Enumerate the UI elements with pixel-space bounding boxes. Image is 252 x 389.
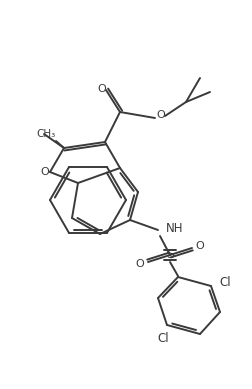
- Text: CH₃: CH₃: [36, 129, 55, 139]
- Text: O: O: [135, 259, 144, 269]
- Text: O: O: [195, 241, 204, 251]
- Text: Cl: Cl: [218, 275, 230, 289]
- Text: O: O: [41, 167, 49, 177]
- Text: O: O: [97, 84, 106, 94]
- Text: S: S: [165, 249, 173, 261]
- Text: O: O: [156, 110, 165, 120]
- Text: NH: NH: [165, 221, 183, 235]
- Text: Cl: Cl: [156, 333, 168, 345]
